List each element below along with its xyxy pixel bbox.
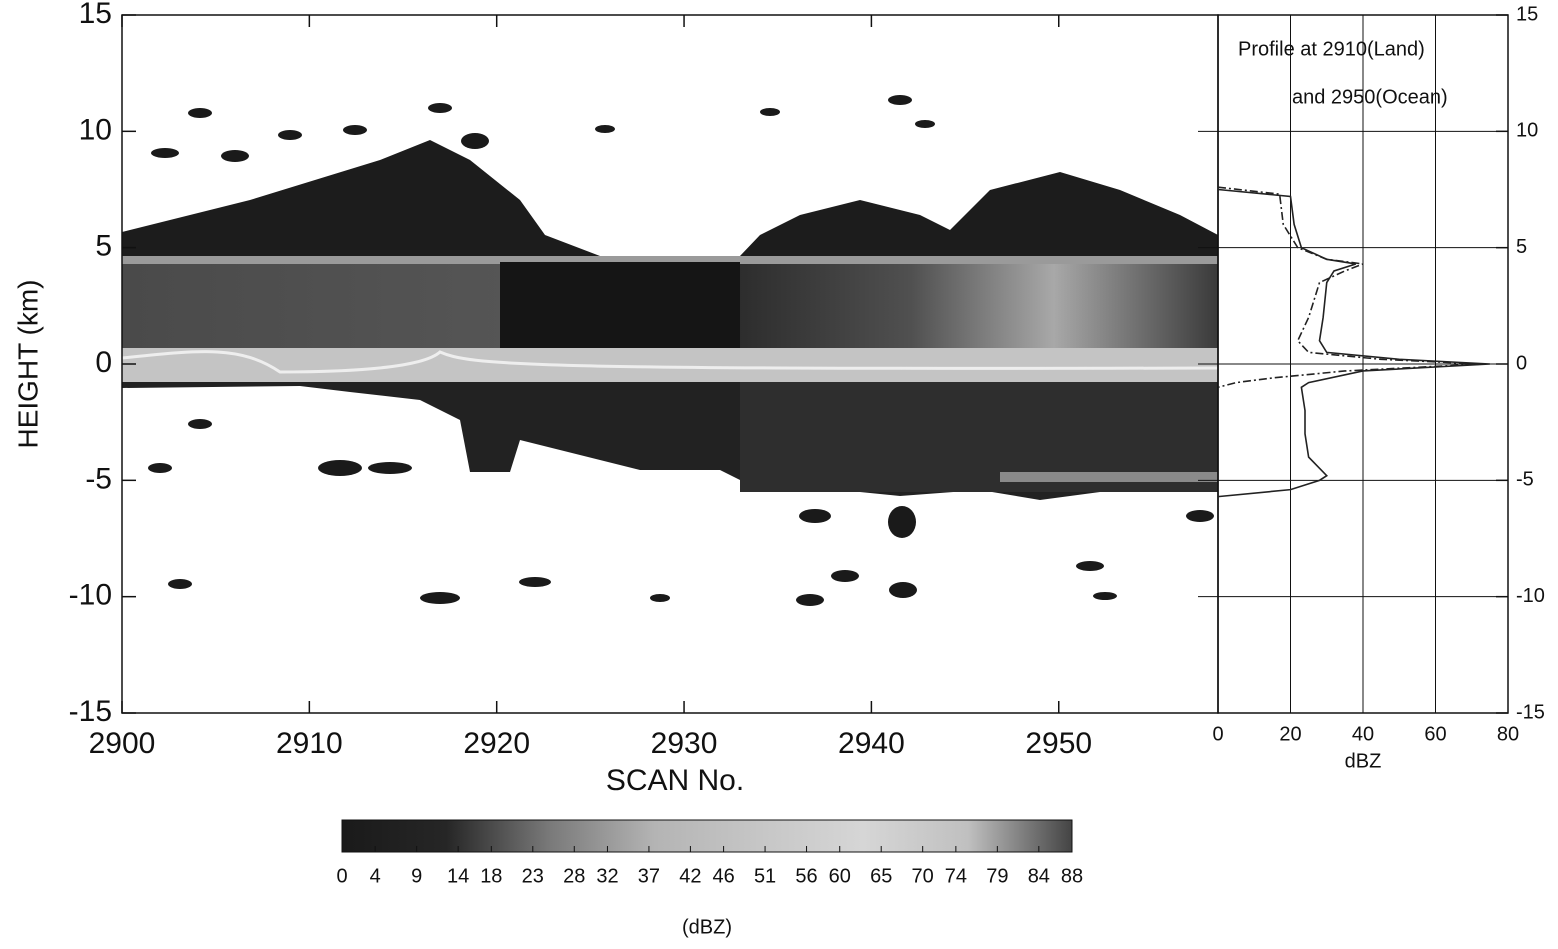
y-tick-label: 0 bbox=[95, 346, 112, 379]
x-tick-label: 40 bbox=[1352, 723, 1374, 745]
y-tick-label: -10 bbox=[1516, 585, 1545, 607]
radar-echo bbox=[122, 350, 1218, 374]
y-tick-label: 15 bbox=[1516, 3, 1538, 25]
x-axis-label: dBZ bbox=[1345, 750, 1382, 772]
radar-echo bbox=[500, 262, 740, 352]
x-tick-label: 2930 bbox=[651, 727, 718, 760]
y-tick-label: 10 bbox=[79, 113, 112, 146]
y-tick-label: 15 bbox=[79, 0, 112, 30]
radar-echo bbox=[122, 256, 1218, 264]
colorbar-tick-label: 4 bbox=[370, 865, 381, 887]
y-tick-label: -5 bbox=[85, 462, 112, 495]
colorbar-tick-label: 28 bbox=[563, 865, 585, 887]
colorbar-tick-label: 60 bbox=[829, 865, 851, 887]
x-tick-label: 0 bbox=[1212, 723, 1223, 745]
colorbar-tick-label: 56 bbox=[795, 865, 817, 887]
colorbar-tick-label: 51 bbox=[754, 865, 776, 887]
y-tick-label: -5 bbox=[1516, 469, 1534, 491]
x-tick-label: 60 bbox=[1424, 723, 1446, 745]
colorbar-tick-label: 65 bbox=[870, 865, 892, 887]
colorbar-tick-label: 23 bbox=[522, 865, 544, 887]
colorbar bbox=[341, 819, 1073, 853]
colorbar-tick-label: 18 bbox=[480, 865, 502, 887]
colorbar-tick-label: 14 bbox=[447, 865, 469, 887]
colorbar-tick-label: 79 bbox=[986, 865, 1008, 887]
colorbar-tick-label: 42 bbox=[679, 865, 701, 887]
y-tick-label: 5 bbox=[1516, 236, 1527, 258]
colorbar-label: (dBZ) bbox=[682, 916, 732, 938]
x-axis-label: SCAN No. bbox=[606, 764, 744, 797]
y-tick-label: -10 bbox=[69, 579, 112, 612]
radar-echo bbox=[122, 140, 1218, 258]
annotation: and 2950(Ocean) bbox=[1292, 86, 1448, 108]
y-tick-label: 10 bbox=[1516, 120, 1538, 142]
y-tick-label: -15 bbox=[1516, 701, 1545, 723]
radar-echo bbox=[122, 348, 1218, 382]
colorbar-tick-label: 70 bbox=[912, 865, 934, 887]
y-tick-label: 0 bbox=[1516, 352, 1527, 374]
y-tick-label: -15 bbox=[69, 695, 112, 728]
radar-echo-speckle bbox=[148, 95, 1214, 606]
y-axis-label: HEIGHT (km) bbox=[12, 279, 43, 448]
annotation: Profile at 2910(Land) bbox=[1238, 38, 1425, 60]
profile-line bbox=[1217, 188, 1490, 498]
colorbar-tick-label: 74 bbox=[945, 865, 967, 887]
radar-echo bbox=[1000, 472, 1218, 482]
x-tick-label: 2940 bbox=[838, 727, 905, 760]
x-tick-label: 2910 bbox=[276, 727, 343, 760]
x-tick-label: 20 bbox=[1279, 723, 1301, 745]
x-tick-label: 2920 bbox=[463, 727, 530, 760]
x-tick-label: 2950 bbox=[1025, 727, 1092, 760]
colorbar-tick-label: 88 bbox=[1061, 865, 1083, 887]
colorbar-tick-label: 37 bbox=[638, 865, 660, 887]
y-tick-label: 5 bbox=[95, 230, 112, 263]
radar-image bbox=[122, 95, 1218, 606]
colorbar-tick-label: 9 bbox=[411, 865, 422, 887]
colorbar-tick-label: 46 bbox=[712, 865, 734, 887]
colorbar-tick-label: 0 bbox=[336, 865, 347, 887]
x-tick-label: 80 bbox=[1497, 723, 1519, 745]
x-tick-label: 2900 bbox=[89, 727, 156, 760]
colorbar-tick-label: 32 bbox=[596, 865, 618, 887]
colorbar-tick-label: 84 bbox=[1028, 865, 1050, 887]
